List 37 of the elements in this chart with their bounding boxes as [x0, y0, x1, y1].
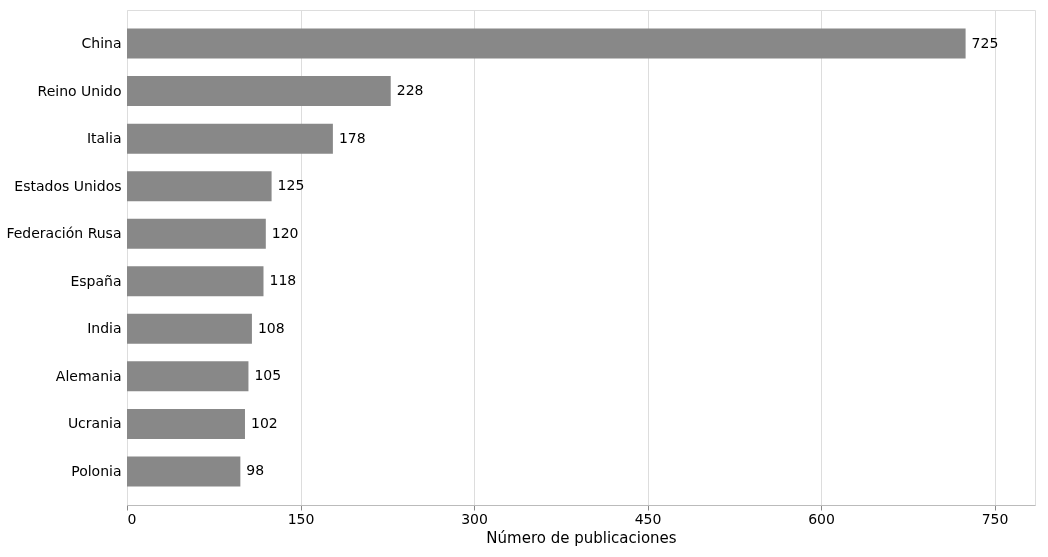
data-label: 108 [257, 319, 285, 336]
x-tick-label: 150 [287, 510, 315, 527]
x-tick-label: 600 [808, 510, 835, 527]
y-tick-label: Polonia [71, 462, 122, 479]
data-label: 228 [396, 82, 424, 99]
y-tick-label: Reino Unido [37, 82, 122, 99]
data-label: 105 [254, 367, 282, 384]
y-tick-label: Federación Rusa [6, 225, 122, 242]
data-label: 725 [971, 34, 999, 51]
y-tick-label: España [70, 272, 122, 289]
y-tick-label: Ucrania [67, 415, 122, 432]
x-tick-label: 750 [981, 510, 1009, 527]
bar [127, 171, 272, 202]
y-tick-label: Alemania [55, 367, 122, 384]
data-label: 178 [338, 129, 366, 146]
data-label: 98 [246, 462, 265, 479]
data-label: 120 [271, 224, 299, 241]
bar [127, 408, 245, 439]
bar [127, 456, 241, 487]
y-tick-label: Italia [86, 130, 122, 147]
bar [127, 218, 266, 249]
y-tick-label: China [81, 35, 122, 52]
bar [127, 313, 252, 344]
x-axis-title: Número de publicaciones [486, 528, 677, 547]
data-label: 125 [277, 177, 305, 194]
data-label: 118 [269, 272, 297, 289]
bar [127, 76, 391, 107]
bar [127, 123, 333, 154]
y-tick-label: India [87, 320, 122, 337]
bar [127, 266, 264, 297]
x-tick-label: 450 [634, 510, 662, 527]
bar [127, 361, 249, 392]
data-label: 102 [250, 414, 278, 431]
x-tick-label: 300 [461, 510, 488, 527]
x-tick-label: 0 [127, 510, 137, 527]
y-tick-label: Estados Unidos [14, 177, 122, 194]
bar [127, 28, 966, 59]
